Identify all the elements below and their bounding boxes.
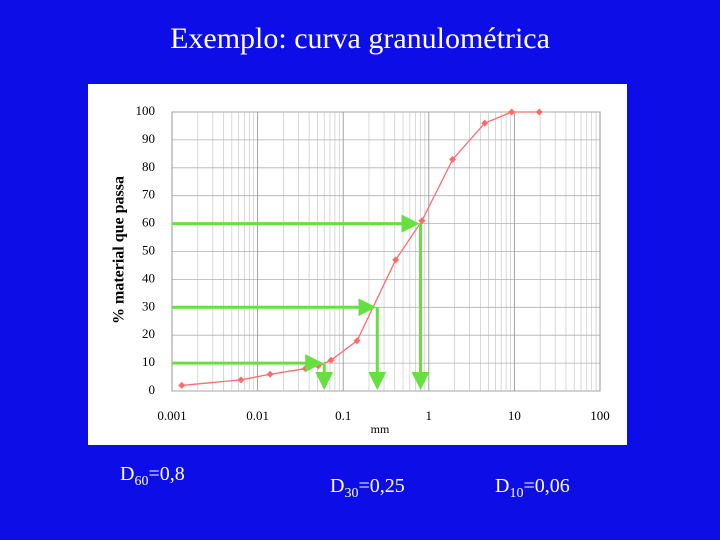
annotation-sub: 10 [509,486,523,501]
data-point [327,356,335,364]
annotation: D60=0,8 [120,463,185,489]
annotation-text: D [120,463,134,485]
annotation-text: D [495,475,509,497]
y-tick-label: 10 [142,354,155,369]
annotation-rest: =0,25 [358,475,404,497]
data-point [508,108,516,116]
data-point [237,376,245,384]
y-tick-label: 20 [142,326,155,341]
x-axis-label: mm [371,422,390,436]
x-tick-label: 0.01 [246,408,269,423]
y-tick-label: 30 [142,298,155,313]
annotation-rest: =0,8 [148,463,184,485]
title: Exemplo: curva granulométrica [170,22,550,55]
annotation: D30=0,25 [330,475,405,501]
data-point [535,108,543,116]
data-point [449,155,457,163]
data-point [353,337,361,345]
annotation-rest: =0,06 [523,475,569,497]
y-tick-label: 50 [142,242,155,257]
x-tick-label: 0.001 [157,408,186,423]
x-tick-label: 10 [508,408,521,423]
y-tick-label: 40 [142,270,155,285]
annotation-sub: 60 [134,474,148,489]
y-tick-label: 100 [136,103,156,118]
y-tick-label: 70 [142,187,155,202]
y-tick-label: 0 [149,382,156,397]
x-tick-label: 100 [590,408,610,423]
annotation-text: D [330,475,344,497]
data-point [481,119,489,127]
y-tick-label: 60 [142,215,155,230]
x-tick-label: 0.1 [335,408,351,423]
x-tick-label: 1 [426,408,433,423]
data-point [266,370,274,378]
y-tick-label: 80 [142,159,155,174]
data-point [418,217,426,225]
annotation-sub: 30 [344,486,358,501]
y-tick-label: 90 [142,131,155,146]
annotation: D10=0,06 [495,475,570,501]
y-axis-label: % material que passa [111,176,128,324]
data-point [178,381,186,389]
data-point [392,256,400,264]
